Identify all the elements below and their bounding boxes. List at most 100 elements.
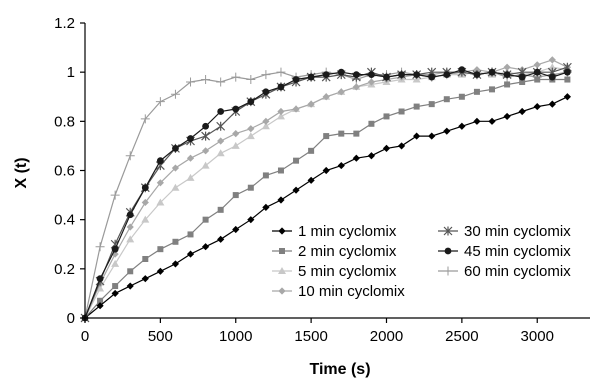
data-point [232, 105, 240, 113]
data-point [292, 76, 300, 83]
data-point [201, 131, 211, 141]
y-tick-label: 1.2 [54, 15, 75, 32]
data-point [186, 173, 195, 181]
data-point [171, 164, 180, 172]
data-point [352, 71, 360, 79]
y-tick-label: 0.6 [54, 163, 75, 180]
data-point [201, 75, 211, 85]
data-point [548, 63, 557, 71]
data-point [322, 93, 330, 101]
data-point [172, 144, 179, 152]
plot-area [80, 56, 572, 323]
data-point [186, 250, 195, 258]
data-point [246, 132, 255, 140]
series-2 [82, 76, 571, 321]
data-point [443, 96, 450, 103]
data-point [443, 127, 451, 135]
data-point [307, 100, 315, 108]
data-point [293, 157, 300, 164]
x-tick-label: 3000 [521, 328, 554, 345]
data-point [96, 284, 105, 292]
data-point [276, 112, 285, 120]
data-point [428, 101, 435, 108]
data-point [353, 130, 360, 137]
data-point [247, 216, 255, 224]
data-point [186, 77, 196, 87]
data-point [413, 103, 420, 110]
x-tick-label: 2000 [370, 328, 403, 345]
data-point [413, 132, 421, 140]
data-point [503, 112, 511, 121]
legend-marker [278, 267, 286, 274]
data-point [186, 154, 195, 162]
data-point [127, 268, 134, 275]
data-point [140, 114, 150, 124]
data-point [488, 117, 496, 125]
data-point [156, 179, 164, 187]
data-point [503, 71, 511, 79]
legend-label: 1 min cyclomix [298, 223, 397, 240]
data-point [548, 56, 556, 64]
data-point [126, 235, 135, 243]
data-point [367, 78, 376, 86]
data-point [261, 122, 270, 130]
data-point [383, 113, 390, 120]
data-point [307, 73, 315, 81]
data-point [337, 161, 345, 170]
legend-item: 30 min cyclomix [438, 223, 571, 240]
data-point [277, 107, 285, 116]
data-point [125, 151, 135, 161]
y-tick-label: 0.2 [54, 261, 75, 278]
data-point [534, 76, 541, 83]
data-point [262, 117, 270, 125]
series-1 [81, 93, 571, 322]
data-point [201, 243, 210, 251]
data-point [232, 225, 240, 234]
data-point [563, 68, 571, 76]
legend-marker [278, 287, 286, 295]
data-point [217, 108, 225, 115]
data-point [171, 260, 180, 268]
y-axis-title: X (t) [13, 157, 30, 188]
data-point [156, 267, 164, 275]
data-point [187, 135, 194, 142]
data-point [398, 108, 405, 115]
data-point [503, 63, 511, 71]
data-point [187, 231, 194, 238]
data-point [247, 184, 254, 191]
data-point [382, 144, 391, 152]
legend-marker [278, 227, 286, 235]
data-point [217, 137, 225, 145]
data-point [533, 68, 541, 76]
data-point [352, 154, 360, 162]
data-point [397, 142, 406, 150]
data-point [473, 66, 481, 74]
legend-marker [443, 226, 453, 236]
legend-item: 5 min cyclomix [272, 263, 397, 280]
legend-label: 30 min cyclomix [464, 223, 571, 240]
data-point [262, 203, 270, 211]
data-point [261, 70, 271, 80]
data-point [338, 130, 345, 137]
legend-label: 5 min cyclomix [298, 263, 397, 280]
data-point [277, 83, 285, 91]
data-point [95, 242, 105, 252]
data-point [518, 107, 526, 116]
data-point [156, 198, 165, 206]
data-point [398, 71, 405, 79]
data-point [155, 97, 165, 107]
data-point [458, 66, 466, 74]
x-tick-label: 1000 [219, 328, 252, 345]
data-point [231, 72, 241, 82]
data-point [202, 122, 209, 130]
data-point [489, 86, 496, 93]
data-point [473, 117, 481, 125]
data-point [247, 125, 255, 133]
data-point [216, 149, 225, 157]
data-point [201, 161, 210, 169]
y-tick-label: 0.8 [54, 113, 75, 130]
data-point [488, 68, 496, 76]
data-point [201, 147, 210, 155]
legend-marker [443, 266, 453, 276]
legend-label: 60 min cyclomix [464, 263, 571, 280]
